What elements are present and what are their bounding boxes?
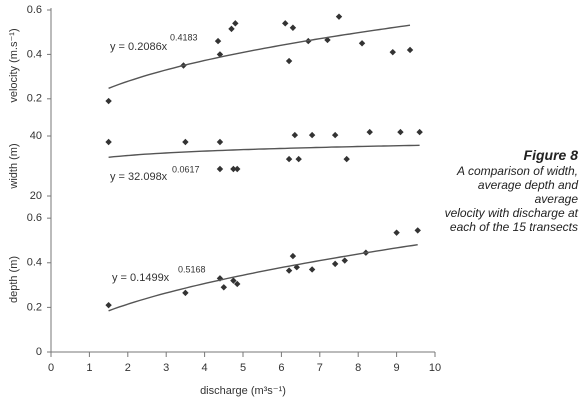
data-point <box>358 40 366 47</box>
data-point <box>105 97 112 105</box>
data-point <box>285 267 293 274</box>
caption-line: A comparison of width, <box>457 164 578 178</box>
data-point <box>105 301 112 309</box>
data-point <box>295 155 302 163</box>
caption-line: each of the 15 transects <box>449 220 578 234</box>
y-axis-label: depth (m) <box>8 256 20 303</box>
data-point <box>341 257 348 264</box>
y-tick-label: 0.4 <box>27 257 42 269</box>
data-point <box>416 128 423 136</box>
data-point <box>291 131 299 139</box>
x-tick-label: 0 <box>48 362 54 374</box>
data-point <box>406 46 414 54</box>
y-axis-label: width (m) <box>8 143 20 189</box>
y-axis-label: velocity (m.s⁻¹) <box>8 28 20 102</box>
y-tick-label: 40 <box>30 130 42 142</box>
data-point <box>234 165 241 173</box>
data-point <box>289 252 297 260</box>
y-tick-label: 0.6 <box>27 212 42 224</box>
fit-exponent: 0.5168 <box>178 264 206 274</box>
data-point <box>331 131 339 139</box>
x-tick-label: 6 <box>278 362 284 374</box>
data-point <box>285 57 293 65</box>
data-point <box>331 260 339 268</box>
data-point <box>397 128 404 136</box>
y-tick-label: 20 <box>30 190 42 202</box>
fit-equation: y = 32.098x <box>110 171 168 183</box>
caption-line: velocity with discharge at <box>444 206 578 220</box>
y-tick-label: 0 <box>36 346 42 358</box>
data-point <box>366 128 373 136</box>
data-point <box>308 131 316 139</box>
data-point <box>182 289 189 297</box>
data-point <box>308 266 316 273</box>
data-point <box>289 24 297 31</box>
data-point <box>324 36 331 44</box>
data-point <box>389 48 396 56</box>
data-point <box>282 20 289 27</box>
data-point <box>414 227 421 234</box>
data-point <box>216 165 224 173</box>
x-tick-label: 7 <box>317 362 323 374</box>
x-tick-label: 10 <box>429 362 441 374</box>
fit-exponent: 0.0617 <box>172 164 200 174</box>
data-point <box>182 138 189 146</box>
data-point <box>335 13 343 20</box>
data-point <box>393 229 400 236</box>
data-point <box>220 284 227 291</box>
caption: Figure 8 A comparison of width, average … <box>432 146 578 234</box>
data-point <box>216 138 224 146</box>
y-tick-label: 0.6 <box>27 4 42 16</box>
data-point <box>216 51 224 58</box>
y-tick-label: 0.2 <box>27 93 42 105</box>
data-point <box>343 155 350 163</box>
x-tick-label: 3 <box>163 362 169 374</box>
data-point <box>285 155 293 163</box>
data-point <box>105 138 112 146</box>
fit-exponent: 0.4183 <box>170 32 198 42</box>
fit-equation: y = 0.1499x <box>112 272 170 284</box>
trend-line <box>108 24 411 89</box>
data-point <box>214 37 222 45</box>
data-point <box>232 20 239 27</box>
x-tick-label: 1 <box>86 362 92 374</box>
data-point <box>228 25 235 33</box>
y-tick-label: 0.4 <box>27 48 42 60</box>
data-point <box>234 280 241 288</box>
x-tick-label: 4 <box>202 362 208 374</box>
trend-line <box>108 244 418 312</box>
x-axis-label: discharge (m³s⁻¹) <box>200 385 286 397</box>
x-tick-label: 8 <box>355 362 361 374</box>
caption-line: average depth and average <box>477 178 578 206</box>
fit-equation: y = 0.2086x <box>110 41 168 53</box>
trend-line <box>108 144 420 158</box>
data-point <box>230 277 237 284</box>
y-tick-label: 0.2 <box>27 301 42 313</box>
x-tick-label: 9 <box>394 362 400 374</box>
data-point <box>230 165 237 173</box>
caption-title: Figure 8 <box>523 147 578 163</box>
x-tick-label: 2 <box>125 362 131 374</box>
x-tick-label: 5 <box>240 362 246 374</box>
